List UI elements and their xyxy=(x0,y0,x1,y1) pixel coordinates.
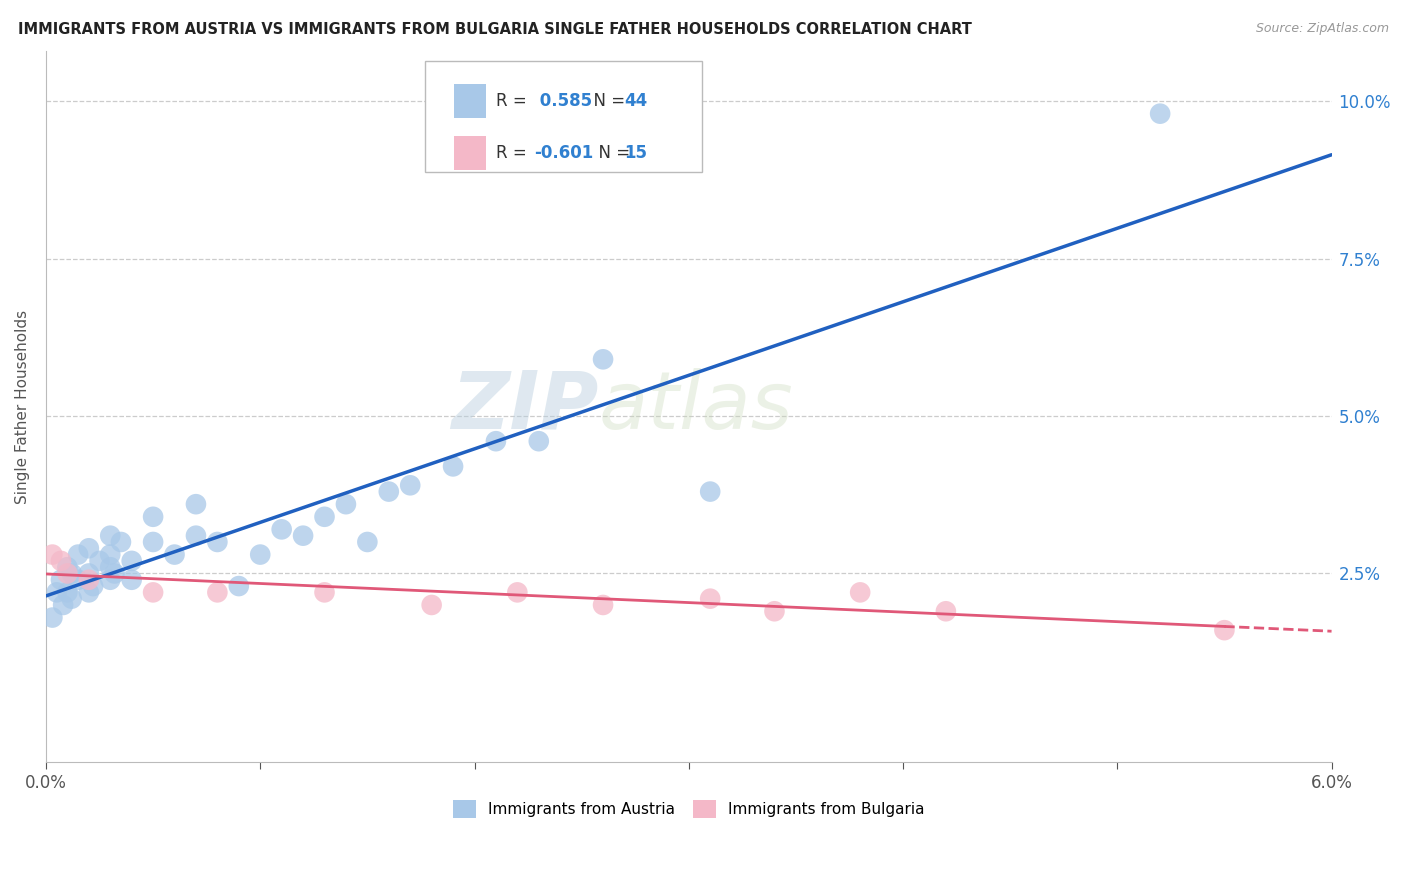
Point xyxy=(98,560,121,574)
Point xyxy=(506,585,529,599)
Point xyxy=(249,548,271,562)
Text: 44: 44 xyxy=(624,92,648,111)
Point xyxy=(103,566,125,581)
Point xyxy=(77,541,100,556)
Point xyxy=(77,573,100,587)
Point xyxy=(592,352,614,367)
Point xyxy=(699,591,721,606)
Point xyxy=(592,598,614,612)
Point xyxy=(60,566,83,581)
FancyBboxPatch shape xyxy=(454,136,485,170)
Point xyxy=(49,554,72,568)
Text: N =: N = xyxy=(589,145,636,162)
Point xyxy=(485,434,508,449)
Point xyxy=(163,548,186,562)
Point xyxy=(935,604,957,618)
Point xyxy=(207,585,229,599)
Point xyxy=(98,548,121,562)
Point xyxy=(56,585,79,599)
Text: ZIP: ZIP xyxy=(451,368,599,446)
Point xyxy=(41,548,63,562)
Point xyxy=(89,554,111,568)
Text: 15: 15 xyxy=(624,145,648,162)
Point xyxy=(849,585,872,599)
Point xyxy=(335,497,357,511)
Legend: Immigrants from Austria, Immigrants from Bulgaria: Immigrants from Austria, Immigrants from… xyxy=(446,792,932,826)
Point xyxy=(41,610,63,624)
Point xyxy=(110,535,132,549)
Point xyxy=(184,497,207,511)
Y-axis label: Single Father Households: Single Father Households xyxy=(15,310,30,504)
Point xyxy=(314,585,336,599)
Text: -0.601: -0.601 xyxy=(534,145,593,162)
Point xyxy=(56,560,79,574)
Point xyxy=(378,484,401,499)
Point xyxy=(67,548,90,562)
Point xyxy=(399,478,422,492)
Point xyxy=(98,529,121,543)
Point xyxy=(270,522,292,536)
Point xyxy=(142,509,165,524)
Point xyxy=(228,579,250,593)
Point xyxy=(142,535,165,549)
Point xyxy=(142,585,165,599)
Point xyxy=(56,566,79,581)
Point xyxy=(292,529,315,543)
Point xyxy=(420,598,443,612)
Text: N =: N = xyxy=(583,92,631,111)
Point xyxy=(77,566,100,581)
Point xyxy=(1149,106,1171,120)
Point xyxy=(699,484,721,499)
FancyBboxPatch shape xyxy=(454,84,485,119)
Point xyxy=(184,529,207,543)
Point xyxy=(82,579,104,593)
Text: R =: R = xyxy=(496,92,531,111)
Point xyxy=(1213,623,1236,637)
Point xyxy=(60,591,83,606)
FancyBboxPatch shape xyxy=(425,62,702,171)
Text: IMMIGRANTS FROM AUSTRIA VS IMMIGRANTS FROM BULGARIA SINGLE FATHER HOUSEHOLDS COR: IMMIGRANTS FROM AUSTRIA VS IMMIGRANTS FR… xyxy=(18,22,972,37)
Text: Source: ZipAtlas.com: Source: ZipAtlas.com xyxy=(1256,22,1389,36)
Text: atlas: atlas xyxy=(599,368,793,446)
Point xyxy=(49,573,72,587)
Point xyxy=(314,509,336,524)
Point xyxy=(45,585,67,599)
Point xyxy=(121,573,143,587)
Text: 0.585: 0.585 xyxy=(534,92,592,111)
Point xyxy=(356,535,378,549)
Text: R =: R = xyxy=(496,145,531,162)
Point xyxy=(77,585,100,599)
Point xyxy=(763,604,786,618)
Point xyxy=(121,554,143,568)
Point xyxy=(527,434,550,449)
Point xyxy=(441,459,464,474)
Point xyxy=(98,573,121,587)
Point xyxy=(207,535,229,549)
Point xyxy=(67,573,90,587)
Point xyxy=(52,598,75,612)
